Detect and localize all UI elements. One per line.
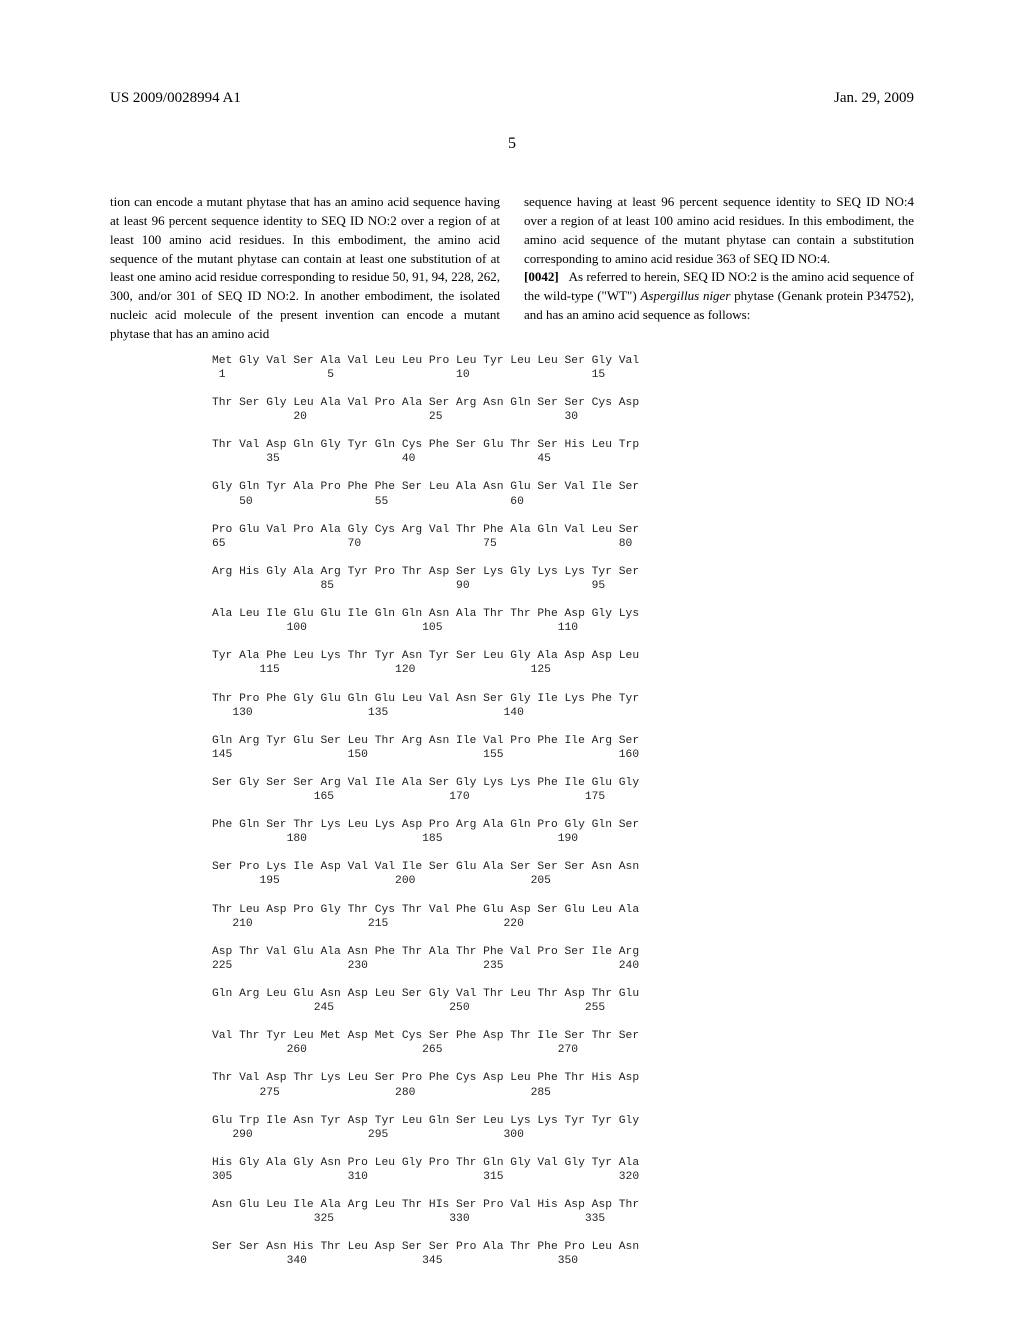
body-columns: tion can encode a mutant phytase that ha… bbox=[0, 193, 1024, 344]
sequence-row: Phe Gln Ser Thr Lys Leu Lys Asp Pro Arg … bbox=[212, 818, 812, 846]
patent-number: US 2009/0028994 A1 bbox=[110, 90, 241, 107]
sequence-row: Thr Leu Asp Pro Gly Thr Cys Thr Val Phe … bbox=[212, 903, 812, 931]
sequence-row: Thr Val Asp Thr Lys Leu Ser Pro Phe Cys … bbox=[212, 1071, 812, 1099]
sequence-row: Tyr Ala Phe Leu Lys Thr Tyr Asn Tyr Ser … bbox=[212, 649, 812, 677]
sequence-row: Glu Trp Ile Asn Tyr Asp Tyr Leu Gln Ser … bbox=[212, 1114, 812, 1142]
page-number: 5 bbox=[0, 135, 1024, 153]
sequence-row: Gly Gln Tyr Ala Pro Phe Phe Ser Leu Ala … bbox=[212, 480, 812, 508]
sequence-row: Ala Leu Ile Glu Glu Ile Gln Gln Asn Ala … bbox=[212, 607, 812, 635]
right-text-1: sequence having at least 96 percent sequ… bbox=[524, 194, 914, 266]
sequence-row: Val Thr Tyr Leu Met Asp Met Cys Ser Phe … bbox=[212, 1029, 812, 1057]
paragraph-number: [0042] bbox=[524, 269, 559, 284]
left-text: tion can encode a mutant phytase that ha… bbox=[110, 194, 500, 341]
sequence-row: Met Gly Val Ser Ala Val Leu Leu Pro Leu … bbox=[212, 354, 812, 382]
sequence-row: Thr Val Asp Gln Gly Tyr Gln Cys Phe Ser … bbox=[212, 438, 812, 466]
sequence-row: Asp Thr Val Glu Ala Asn Phe Thr Ala Thr … bbox=[212, 945, 812, 973]
species-name: Aspergillus niger bbox=[640, 288, 730, 303]
left-column: tion can encode a mutant phytase that ha… bbox=[110, 193, 500, 344]
sequence-row: Ser Gly Ser Ser Arg Val Ile Ala Ser Gly … bbox=[212, 776, 812, 804]
page-header: US 2009/0028994 A1 Jan. 29, 2009 bbox=[0, 0, 1024, 107]
sequence-row: Gln Arg Leu Glu Asn Asp Leu Ser Gly Val … bbox=[212, 987, 812, 1015]
sequence-row: His Gly Ala Gly Asn Pro Leu Gly Pro Thr … bbox=[212, 1156, 812, 1184]
sequence-row: Ser Pro Lys Ile Asp Val Val Ile Ser Glu … bbox=[212, 860, 812, 888]
amino-acid-sequence: Met Gly Val Ser Ala Val Leu Leu Pro Leu … bbox=[212, 344, 812, 1269]
sequence-row: Asn Glu Leu Ile Ala Arg Leu Thr HIs Ser … bbox=[212, 1198, 812, 1226]
right-column: sequence having at least 96 percent sequ… bbox=[524, 193, 914, 344]
sequence-row: Pro Glu Val Pro Ala Gly Cys Arg Val Thr … bbox=[212, 523, 812, 551]
sequence-row: Thr Pro Phe Gly Glu Gln Glu Leu Val Asn … bbox=[212, 692, 812, 720]
sequence-row: Gln Arg Tyr Glu Ser Leu Thr Arg Asn Ile … bbox=[212, 734, 812, 762]
sequence-row: Thr Ser Gly Leu Ala Val Pro Ala Ser Arg … bbox=[212, 396, 812, 424]
sequence-row: Ser Ser Asn His Thr Leu Asp Ser Ser Pro … bbox=[212, 1240, 812, 1268]
sequence-row: Arg His Gly Ala Arg Tyr Pro Thr Asp Ser … bbox=[212, 565, 812, 593]
publication-date: Jan. 29, 2009 bbox=[834, 90, 914, 107]
